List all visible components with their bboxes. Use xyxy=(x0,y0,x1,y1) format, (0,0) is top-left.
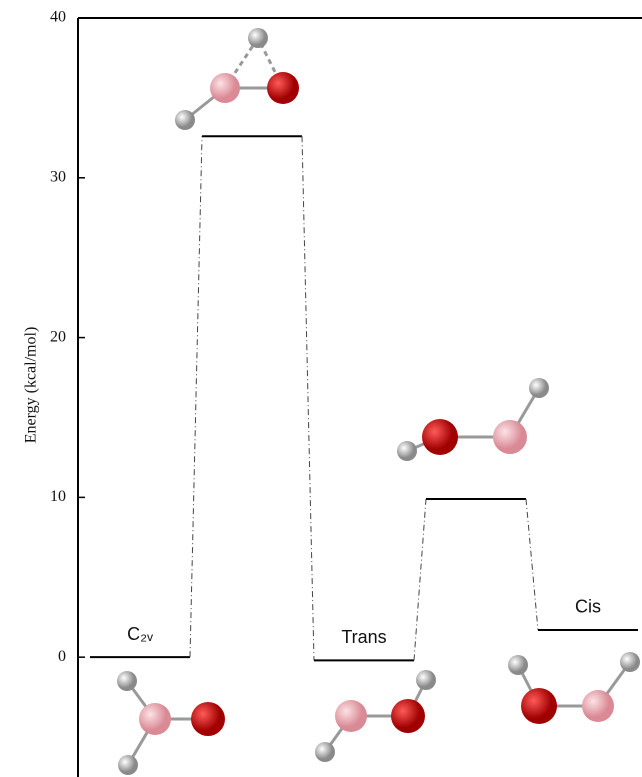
y-tick-label: 10 xyxy=(50,488,66,505)
y-axis-label: Energy (kcal/mol) xyxy=(23,327,40,444)
y-tick-label: 30 xyxy=(50,168,66,185)
page: {"chart_data": {"type": "energy-diagram"… xyxy=(0,0,642,777)
connector xyxy=(526,499,538,630)
connector xyxy=(414,499,426,660)
y-tick-label: 40 xyxy=(50,9,66,26)
level-label: Trans xyxy=(341,627,386,647)
y-tick-label: 0 xyxy=(58,648,66,665)
connector xyxy=(190,136,202,657)
chart: Energy (kcal/mol) 0 10 20 30 40 C₂ᵥ Trans Cis xyxy=(0,0,642,777)
level-label: Cis xyxy=(575,597,601,617)
level-label: C₂ᵥ xyxy=(127,624,153,644)
molecules xyxy=(117,28,640,775)
connector xyxy=(302,136,314,660)
y-tick-label: 20 xyxy=(50,328,66,345)
